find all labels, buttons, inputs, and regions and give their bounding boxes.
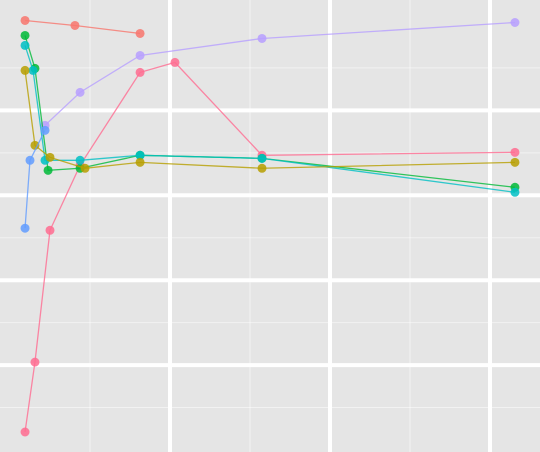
point bbox=[28, 65, 38, 75]
point bbox=[40, 125, 50, 135]
point bbox=[257, 153, 267, 163]
point bbox=[135, 67, 145, 77]
point bbox=[75, 155, 85, 165]
point bbox=[70, 20, 80, 30]
point bbox=[30, 140, 40, 150]
point bbox=[43, 165, 53, 175]
point bbox=[135, 157, 145, 167]
point bbox=[75, 87, 85, 97]
point bbox=[135, 150, 145, 160]
point bbox=[45, 225, 55, 235]
point bbox=[510, 187, 520, 197]
point bbox=[170, 57, 180, 67]
point bbox=[30, 357, 40, 367]
point bbox=[135, 28, 145, 38]
point bbox=[20, 40, 30, 50]
point bbox=[510, 157, 520, 167]
point bbox=[45, 152, 55, 162]
point bbox=[25, 155, 35, 165]
point bbox=[20, 65, 30, 75]
series-line bbox=[24, 61, 515, 433]
point bbox=[257, 33, 267, 43]
point bbox=[20, 30, 30, 40]
point bbox=[257, 163, 267, 173]
point bbox=[510, 18, 520, 27]
point bbox=[20, 15, 30, 25]
point bbox=[20, 427, 30, 437]
point bbox=[510, 147, 520, 157]
point bbox=[135, 50, 145, 60]
point bbox=[20, 223, 30, 233]
point bbox=[80, 163, 90, 173]
